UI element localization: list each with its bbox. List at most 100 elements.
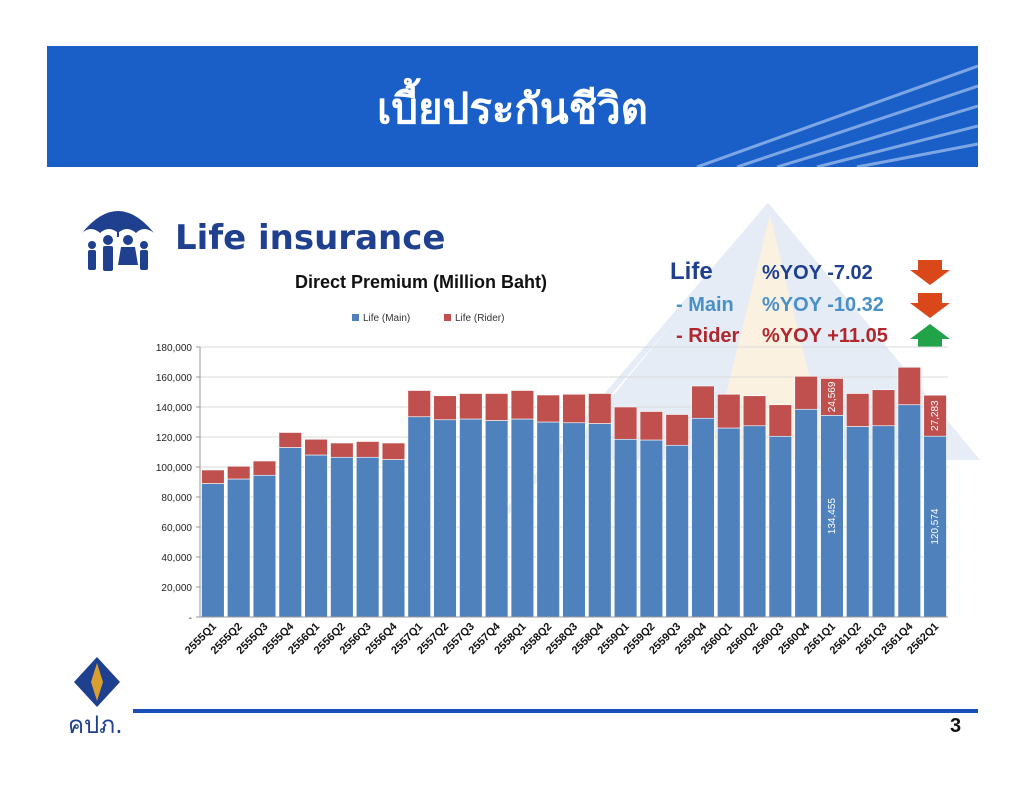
y-tick-label: 20,000 [161,583,192,594]
oic-logo-text: คปภ. [68,711,123,739]
bar-rider-2558Q2 [536,394,560,423]
y-tick-label: 40,000 [161,553,192,564]
bar-main-2556Q2 [330,456,354,618]
y-tick-label: 60,000 [161,523,192,534]
yoy-rider-value: %YOY +11.05 [762,325,888,347]
bar-main-2560Q3 [768,435,792,618]
yoy-rider-label: - Rider [676,325,740,347]
bar-main-2559Q4 [691,417,715,618]
legend-label: Life (Main) [363,313,410,324]
x-axis: 2555Q12555Q22555Q32555Q42556Q12556Q22556… [183,616,948,657]
bar-main-2555Q4 [278,447,302,618]
y-tick-label: 120,000 [156,433,193,444]
bar-rider-2556Q4 [381,442,406,460]
bar-main-2559Q2 [639,439,664,618]
bar-rider-2556Q3 [356,441,380,458]
header-banner: เบี้ยประกันชีวิต [47,46,978,167]
arrow-down-icon [910,260,950,285]
data-label: 27,283 [930,400,941,431]
bar-main-2556Q1 [304,454,328,618]
bar-rider-2555Q3 [252,460,277,476]
bar-main-2557Q3 [459,418,483,618]
bar-rider-2557Q1 [407,390,431,418]
bar-main-2560Q1 [717,427,741,618]
bar-rider-2559Q1 [613,406,638,440]
bar-main-2558Q4 [588,423,612,618]
y-tick-label: - [189,613,192,624]
arrow-down-icon [910,293,950,318]
chart-legend: Life (Main) Life (Rider) [352,313,504,324]
bar-main-2560Q2 [742,425,767,618]
bar-rider-2560Q3 [768,404,792,437]
bar-main-2558Q3 [562,422,586,618]
header-decoration [696,64,978,167]
bar-main-2555Q2 [227,478,251,618]
footer-divider [133,709,978,713]
y-tick-label: 80,000 [161,493,192,504]
bar-rider-2560Q2 [742,395,767,427]
page-title: เบี้ยประกันชีวิต [377,84,648,133]
bar-main-2559Q3 [665,444,689,618]
bar-rider-2557Q4 [484,393,509,421]
y-tick-label: 100,000 [156,463,193,474]
bar-main-2559Q1 [613,438,638,618]
bar-rider-2561Q1 [820,378,844,416]
data-labels: 134,455 24,569 120,574 27,283 [827,381,941,544]
y-tick-label: 140,000 [156,403,193,414]
chart-bars [201,366,947,618]
bar-rider-2555Q2 [227,465,251,480]
legend-label: Life (Rider) [455,313,504,324]
data-label: 120,574 [930,508,941,545]
bar-main-2555Q1 [201,483,225,618]
yoy-main-label: - Main [676,294,734,316]
y-tick-label: 160,000 [156,373,193,384]
bar-main-2557Q2 [433,419,457,618]
bar-main-2557Q1 [407,416,431,618]
y-tick-label: 180,000 [156,343,193,354]
bar-main-2557Q4 [484,420,509,618]
legend-swatch [352,314,359,321]
chart-title: Direct Premium (Million Baht) [295,272,548,292]
bar-main-2558Q2 [536,421,560,618]
bar-main-2561Q4 [897,404,921,618]
bar-rider-2558Q3 [562,393,586,424]
bar-rider-2559Q2 [639,411,664,441]
bar-main-2560Q4 [794,408,818,618]
data-label: 134,455 [827,498,838,535]
bar-rider-2561Q3 [871,389,896,427]
bar-rider-2562Q1 [923,394,947,437]
bar-rider-2559Q3 [665,414,689,446]
bar-rider-2557Q2 [433,395,457,421]
bar-rider-2555Q1 [201,469,225,484]
bar-rider-2560Q1 [717,393,741,429]
bar-rider-2558Q1 [510,390,535,420]
bar-rider-2556Q1 [304,438,328,456]
oic-emblem-icon [74,657,120,707]
section-title: Life insurance [175,218,446,258]
bar-main-2561Q2 [846,426,870,618]
bar-main-2556Q3 [356,456,380,618]
bar-main-2556Q4 [381,459,406,618]
bar-main-2558Q1 [510,418,535,618]
yoy-life-value: %YOY -7.02 [762,262,873,284]
arrow-up-icon [910,324,950,347]
bar-rider-2560Q4 [794,375,818,410]
bar-rider-2557Q3 [459,393,483,420]
bar-rider-2556Q2 [330,442,354,458]
family-umbrella-icon [82,211,154,271]
legend-swatch [444,314,451,321]
bar-rider-2561Q4 [897,366,921,406]
bar-rider-2555Q4 [278,432,302,448]
yoy-life-label: Life [670,258,713,285]
bar-main-2561Q3 [871,425,896,618]
page-number: 3 [950,715,962,737]
bar-rider-2558Q4 [588,393,612,424]
yoy-main-value: %YOY -10.32 [762,294,884,316]
bar-rider-2561Q2 [846,393,870,427]
y-axis: - 20,000 40,000 60,000 80,000 100,000 120,000 1… [156,343,201,624]
bar-main-2555Q3 [252,474,277,618]
bar-rider-2559Q4 [691,385,715,419]
data-label: 24,569 [827,381,838,412]
